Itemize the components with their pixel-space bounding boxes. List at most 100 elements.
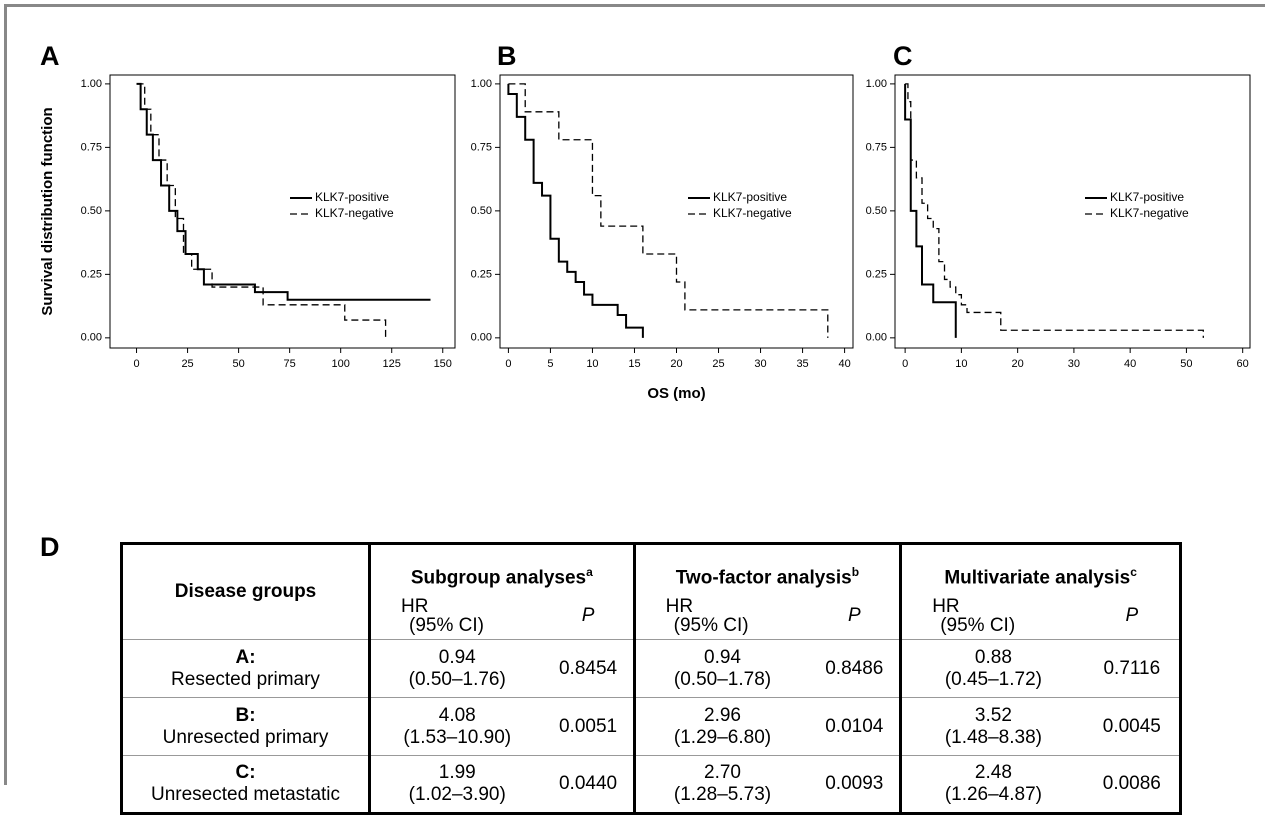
y-tick-label: 0.00	[471, 332, 492, 344]
x-tick-label: 30	[1068, 358, 1080, 370]
column-group: Two-factor analysisb	[634, 543, 903, 593]
x-tick-label: 15	[628, 358, 640, 370]
x-tick-label: 25	[181, 358, 193, 370]
page: A 0.00 0.25 0.50 0.75 1.00 0 25 50 75 100 125 150 Sur…	[4, 4, 1265, 815]
y-tick-label: 1.00	[471, 78, 492, 90]
x-tick-label: 35	[796, 358, 808, 370]
x-tick-label: 50	[1180, 358, 1192, 370]
hr-cell: 3.52 (1.48–8.38)	[901, 698, 1085, 756]
survival-curve	[136, 83, 387, 338]
survival-curve	[904, 83, 957, 338]
p-header: P	[1125, 605, 1139, 626]
plot-frame	[499, 74, 854, 349]
group-code: B:	[235, 704, 256, 726]
column-group: Subgroup analysesa	[369, 543, 636, 593]
legend-label: KLK7-negative	[713, 206, 792, 220]
hr-value: 2.48	[974, 762, 1012, 783]
hr-value: 4.08	[438, 704, 476, 726]
hr-header-text: (95% CI)	[940, 615, 1016, 636]
hr-header-text: HR	[665, 596, 694, 617]
plot-frame	[894, 74, 1251, 349]
group-name: Resected primary	[171, 668, 320, 690]
legend-label: KLK7-negative	[315, 206, 394, 220]
x-tick-label: 125	[383, 358, 401, 370]
hr-value: 0.88	[974, 646, 1012, 668]
y-tick-label: 0.00	[866, 332, 887, 344]
hr-ci: (0.50–1.76)	[408, 668, 506, 690]
hr-value: 3.52	[974, 704, 1012, 726]
x-tick-label: 60	[1237, 358, 1249, 370]
y-tick-label: 0.25	[81, 268, 102, 280]
hr-value: 2.96	[704, 704, 741, 726]
y-tick-label: 0.50	[866, 205, 887, 217]
x-tick-label: 5	[547, 358, 553, 370]
hr-value: 0.94	[704, 646, 741, 668]
y-tick-label: 0.75	[866, 141, 887, 153]
hr-ci: (1.48–8.38)	[944, 726, 1042, 748]
hr-ci: (1.28–5.73)	[673, 784, 772, 805]
legend-label: KLK7-positive	[1110, 190, 1184, 204]
hr-ci: (1.02–3.90)	[408, 784, 506, 805]
hr-cell: 2.96 (1.29–6.80)	[634, 698, 809, 756]
x-tick-label: 40	[838, 358, 850, 370]
x-tick-label: 100	[332, 358, 350, 370]
row-label: A: Resected primary	[121, 639, 371, 698]
hr-header: HR (95% CI)	[370, 593, 544, 640]
group-name: Unresected primary	[162, 726, 329, 748]
y-tick-label: 0.00	[81, 332, 102, 344]
frame	[4, 4, 1265, 785]
y-tick-label: 0.50	[81, 205, 102, 217]
panel-label: B	[497, 41, 517, 71]
panel-label: D	[40, 532, 60, 562]
x-tick-label: 40	[1124, 358, 1136, 370]
hr-header-text: HR	[401, 596, 429, 617]
p-value: 0.8486	[809, 639, 903, 698]
x-tick-label: 0	[902, 358, 908, 370]
survival-curve	[507, 83, 644, 338]
p-value: 0.0104	[809, 697, 903, 756]
hr-header-text: HR	[932, 596, 960, 617]
table-body: A: Resected primary 0.94 (0.50–1.76) 0.8454 0…	[121, 639, 1181, 814]
x-tick-label: 10	[586, 358, 598, 370]
p-header: P	[809, 593, 903, 640]
group-name: Unresected metastatic	[150, 784, 341, 805]
subheader-row: HR (95% CI) P HR (95% CI) P HR (95% CI) P	[122, 593, 1181, 640]
panel-label: C	[893, 41, 913, 71]
p-value: 0.0045	[1102, 715, 1161, 737]
p-header: P	[543, 593, 636, 640]
column-group: Multivariate analysisc	[901, 544, 1181, 594]
hr-ci: (0.45–1.72)	[944, 668, 1042, 690]
hr-cell: 0.88 (0.45–1.72)	[901, 640, 1085, 698]
table-row: A: Resected primary 0.94 (0.50–1.76) 0.8454 0…	[121, 639, 1181, 698]
row-header: Disease groups	[121, 543, 371, 640]
x-tick-label: 0	[133, 358, 139, 370]
x-tick-label: 75	[284, 358, 296, 370]
column-note: c	[1130, 564, 1137, 579]
hr-cell: 0.94 (0.50–1.76)	[370, 640, 544, 698]
legend-label: KLK7-positive	[315, 190, 389, 204]
table-row: B: Unresected primary 4.08 (1.53–10.90) 0.00…	[121, 697, 1181, 756]
charts: A0.000.250.500.751.000 25 50 75 100 125 150Sur…	[39, 41, 1251, 402]
x-tick-label: 20	[670, 358, 682, 370]
y-tick-label: 0.25	[471, 268, 492, 280]
hr-ci: (0.50–1.78)	[673, 668, 772, 690]
x-tick-label: 25	[712, 358, 724, 370]
plot-frame	[109, 74, 456, 349]
hr-value: 0.94	[438, 646, 476, 668]
hr-value: 1.99	[438, 762, 476, 783]
x-tick-label: 0	[505, 358, 511, 370]
y-tick-label: 0.50	[471, 205, 492, 217]
results-table: Disease groups Subgroup analysesa Two-fa…	[120, 542, 1182, 815]
column-title: Subgroup analyses	[410, 567, 587, 588]
survival-curve	[508, 83, 829, 338]
panel-label: A	[40, 41, 60, 71]
hr-value: 2.70	[704, 762, 741, 783]
legend-label: KLK7-negative	[1110, 206, 1189, 220]
row-label: B: Unresected primary	[121, 697, 371, 756]
hr-ci: (1.29–6.80)	[673, 726, 772, 748]
column-note: b	[851, 564, 860, 579]
hr-header: HR (95% CI)	[634, 593, 809, 640]
p-value: 0.0051	[543, 697, 636, 756]
y-axis-title: Survival distribution function	[39, 107, 56, 315]
legend-label: KLK7-positive	[713, 190, 787, 204]
